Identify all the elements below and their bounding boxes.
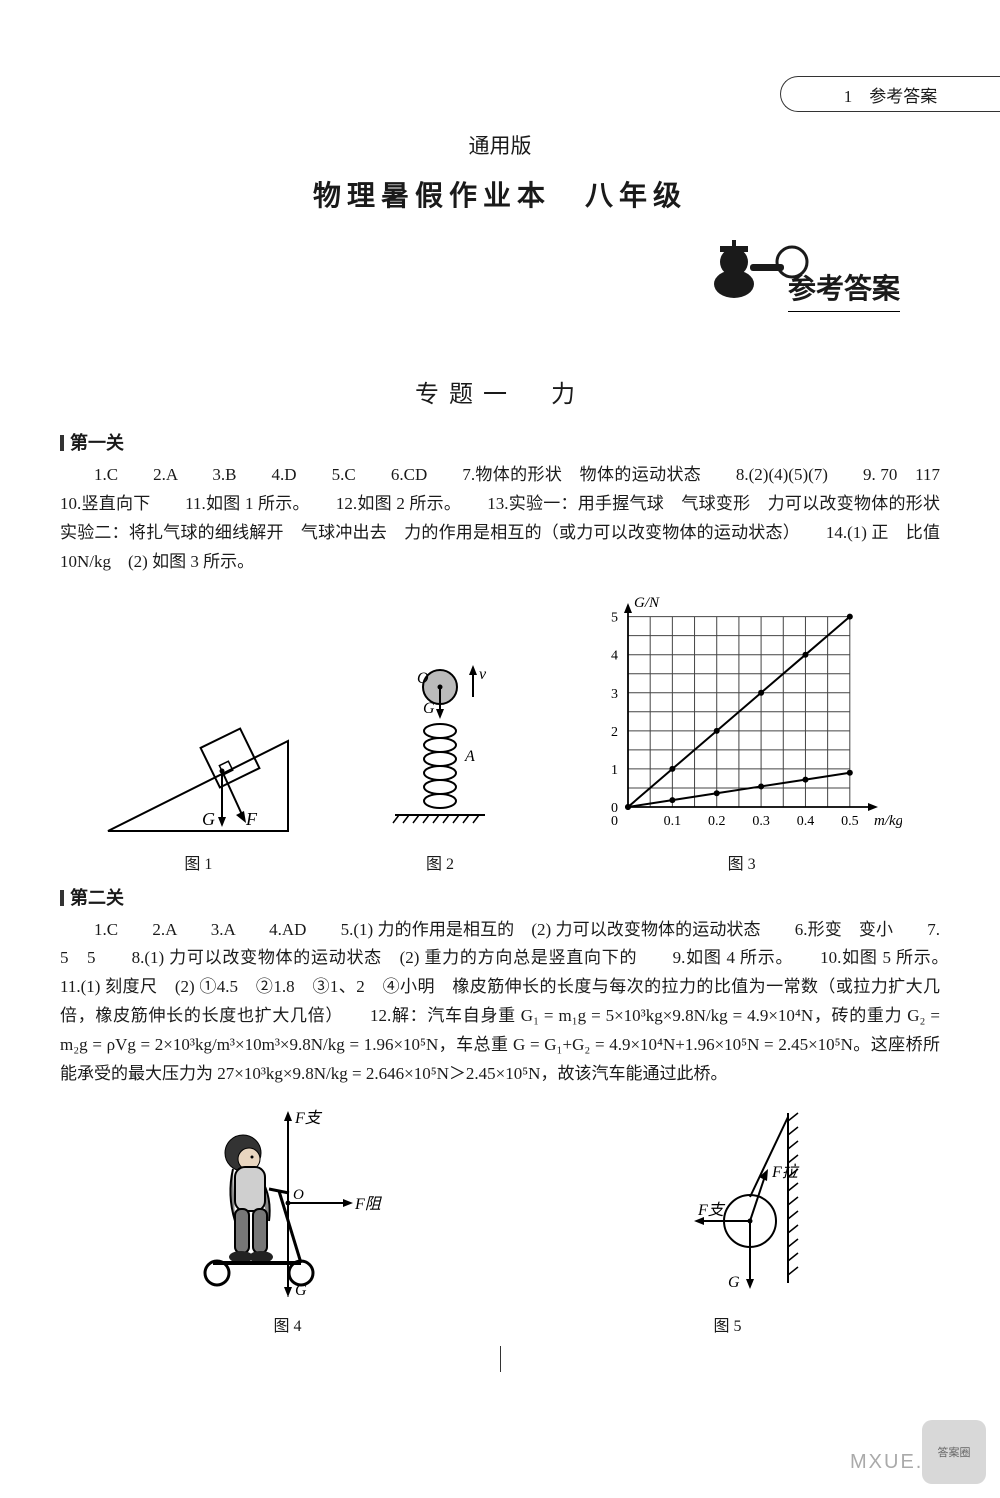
figure-4-svg: F支 O F阻 G bbox=[173, 1103, 403, 1303]
svg-text:F拉: F拉 bbox=[771, 1163, 800, 1181]
svg-text:O: O bbox=[293, 1187, 304, 1203]
svg-text:G: G bbox=[202, 809, 215, 829]
level1-text: 1.C 2.A 3.B 4.D 5.C 6.CD 7.物体的形状 物体的运动状态… bbox=[60, 461, 940, 577]
page-separator bbox=[500, 1346, 501, 1372]
svg-text:1: 1 bbox=[611, 762, 618, 777]
figure-5: F拉 F支 G 图 5 bbox=[628, 1103, 828, 1336]
figure-2: O G v A 图 2 bbox=[375, 661, 505, 874]
figure-3-svg: 0.10.20.30.40.5012345G/Nm/kg0 bbox=[582, 591, 902, 841]
level2-label: 第二关 bbox=[60, 884, 940, 910]
title-large: 物理暑假作业本 八年级 bbox=[60, 174, 940, 214]
svg-text:F: F bbox=[245, 809, 258, 829]
svg-text:G/N: G/N bbox=[634, 595, 660, 611]
svg-text:0.2: 0.2 bbox=[708, 814, 726, 829]
figure-1: G F 图 1 bbox=[98, 691, 298, 874]
svg-text:0: 0 bbox=[611, 814, 618, 829]
figure-1-svg: G F bbox=[98, 691, 298, 841]
svg-text:A: A bbox=[464, 748, 475, 765]
svg-text:m/kg: m/kg bbox=[874, 813, 902, 829]
title-small: 通用版 bbox=[60, 130, 940, 160]
figure-1-caption: 图 1 bbox=[98, 850, 298, 874]
svg-text:0.5: 0.5 bbox=[841, 814, 859, 829]
svg-text:0.1: 0.1 bbox=[663, 814, 681, 829]
figure-5-caption: 图 5 bbox=[628, 1312, 828, 1336]
svg-text:3: 3 bbox=[611, 686, 618, 701]
header-tab-text: 1 参考答案 bbox=[844, 82, 938, 107]
svg-text:O: O bbox=[417, 670, 429, 687]
figures-row-1: G F 图 1 O G v A bbox=[60, 591, 940, 874]
corner-badge-text: 答案圈 bbox=[938, 1444, 971, 1460]
svg-text:v: v bbox=[479, 666, 487, 683]
figure-4: F支 O F阻 G 图 4 bbox=[173, 1103, 403, 1336]
title-block: 通用版 物理暑假作业本 八年级 bbox=[60, 130, 940, 214]
figure-2-svg: O G v A bbox=[375, 661, 505, 841]
svg-text:G: G bbox=[295, 1282, 307, 1299]
badge-text: 参考答案 bbox=[788, 267, 900, 312]
corner-badge: 答案圈 bbox=[922, 1420, 986, 1484]
svg-text:4: 4 bbox=[611, 648, 618, 663]
section-title: 专题一 力 bbox=[60, 374, 940, 409]
figure-3-caption: 图 3 bbox=[582, 850, 902, 874]
figure-3: 0.10.20.30.40.5012345G/Nm/kg0 图 3 bbox=[582, 591, 902, 874]
level2-text: 1.C 2.A 3.A 4.AD 5.(1) 力的作用是相互的 (2) 力可以改… bbox=[60, 916, 940, 1089]
figure-4-caption: 图 4 bbox=[173, 1312, 403, 1336]
header-tab: 1 参考答案 bbox=[780, 76, 1000, 112]
level1-label: 第一关 bbox=[60, 429, 940, 455]
figure-2-caption: 图 2 bbox=[375, 850, 505, 874]
figures-row-2: F支 O F阻 G 图 4 bbox=[60, 1103, 940, 1336]
svg-text:G: G bbox=[423, 700, 435, 717]
svg-text:5: 5 bbox=[611, 610, 618, 625]
svg-text:F支: F支 bbox=[294, 1109, 323, 1127]
figure-5-svg: F拉 F支 G bbox=[628, 1103, 828, 1303]
svg-text:F支: F支 bbox=[697, 1201, 726, 1219]
svg-text:F阻: F阻 bbox=[354, 1196, 383, 1213]
svg-text:G: G bbox=[728, 1274, 740, 1291]
svg-text:2: 2 bbox=[611, 724, 618, 739]
svg-text:0.4: 0.4 bbox=[796, 814, 814, 829]
svg-text:0.3: 0.3 bbox=[752, 814, 770, 829]
answer-badge: 参考答案 bbox=[680, 240, 900, 320]
